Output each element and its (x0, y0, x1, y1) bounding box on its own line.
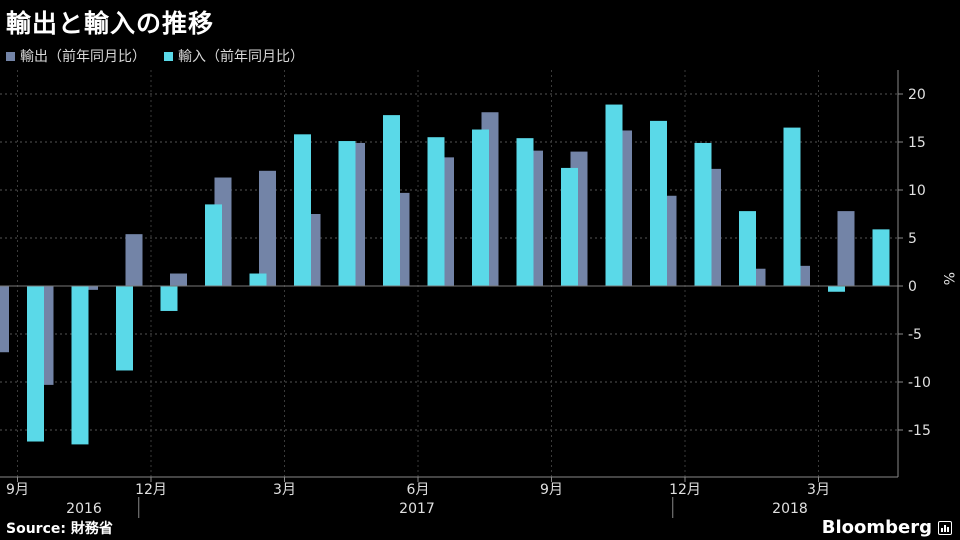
bar-imports (383, 115, 400, 287)
y-tick-label: 5 (908, 231, 917, 247)
y-tick-label: 15 (908, 135, 926, 151)
bar-imports (472, 129, 489, 286)
bar-imports (739, 211, 756, 286)
y-tick-label: 20 (908, 87, 926, 103)
y-tick-label: 10 (908, 183, 926, 199)
bar-imports (694, 142, 712, 286)
bar-exports (125, 234, 143, 286)
year-label: 2018 (772, 501, 808, 517)
legend-label-exports: 輸出（前年同月比） (20, 49, 146, 65)
legend-swatch-imports (164, 51, 173, 61)
x-tick-label: 9月 (540, 482, 563, 498)
chart-title: 輸出と輸入の推移 (6, 9, 215, 38)
bar-imports (249, 273, 267, 286)
bar-imports (516, 138, 534, 286)
x-tick-label: 12月 (669, 482, 701, 498)
legend-item-imports: 輸入（前年同月比） (164, 46, 304, 66)
bloomberg-terminal-icon (938, 520, 952, 535)
x-tick-label: 6月 (407, 482, 430, 498)
y-axis-label: % (940, 272, 956, 285)
legend-swatch-exports (6, 51, 15, 61)
bar-imports (605, 104, 623, 286)
bar-imports (872, 229, 890, 286)
y-tick-label: -10 (908, 375, 931, 391)
y-tick-label: -5 (908, 327, 922, 343)
bar-imports (27, 286, 44, 442)
bar-exports (170, 273, 187, 286)
bar-imports (116, 286, 133, 371)
bar-imports (205, 204, 222, 286)
bar-imports (294, 134, 311, 286)
year-label: 2016 (66, 501, 102, 517)
y-tick-label: 0 (908, 279, 917, 295)
bar-exports (837, 211, 855, 286)
bar-exports (259, 170, 276, 286)
legend-item-exports: 輸出（前年同月比） (6, 46, 146, 66)
x-tick-label: 3月 (807, 482, 830, 498)
legend: 輸出（前年同月比） 輸入（前年同月比） (6, 46, 304, 66)
bar-imports (160, 286, 178, 311)
bar-imports (338, 141, 356, 286)
bar-imports (427, 137, 445, 286)
source-note: Source: 財務省 (6, 521, 113, 537)
legend-label-imports: 輸入（前年同月比） (178, 49, 304, 65)
x-tick-label: 3月 (273, 482, 296, 498)
bar-imports (561, 167, 578, 286)
brand-name: Bloomberg (821, 517, 932, 538)
x-tick-label: 12月 (135, 482, 167, 498)
bar-imports (783, 127, 801, 286)
year-label: 2017 (399, 501, 435, 517)
bar-imports (650, 120, 667, 286)
bar-exports (0, 286, 9, 353)
bar-imports (828, 286, 845, 292)
bloomberg-logo: Bloomberg (822, 517, 952, 538)
bar-exports (81, 286, 98, 290)
x-tick-label: 9月 (6, 482, 29, 498)
y-tick-label: -15 (908, 423, 931, 439)
bar-imports (71, 286, 89, 445)
